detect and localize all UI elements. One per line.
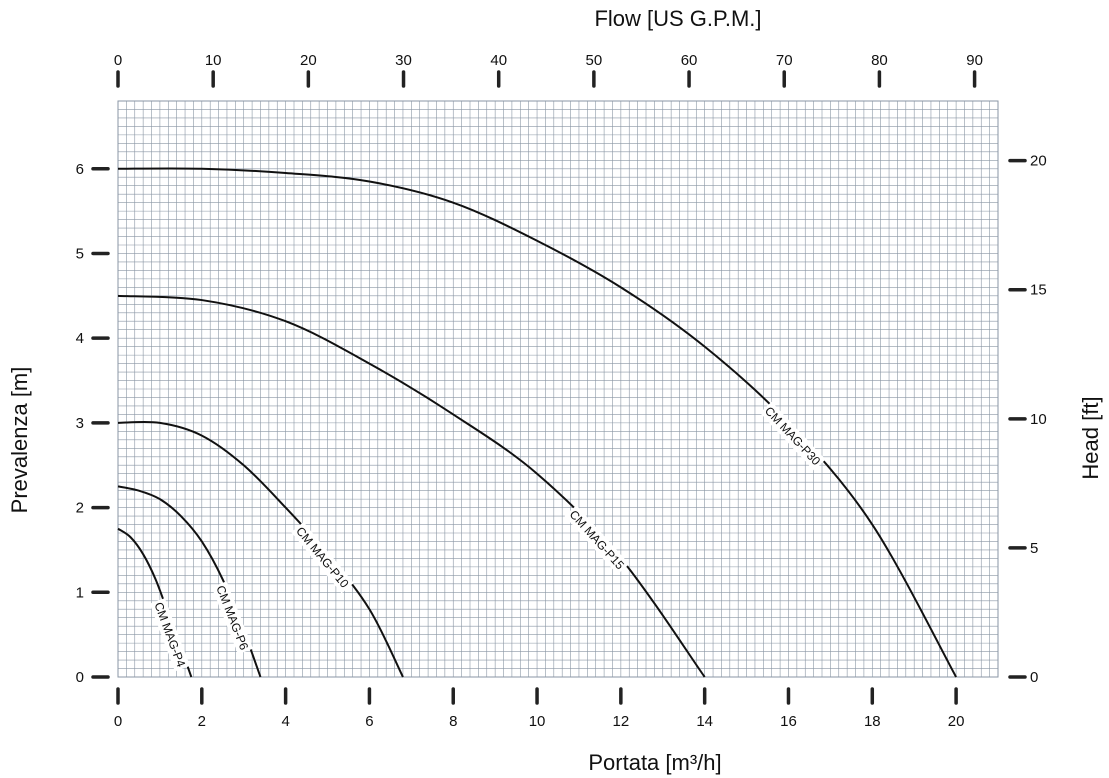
y-left-tick-label: 1: [76, 584, 84, 601]
series-label-background: [564, 505, 630, 575]
y-right-tick-label: 0: [1030, 669, 1038, 686]
series-label: CM MAG-P15: [564, 505, 630, 575]
y-right-axis-title: Head [ft]: [1078, 396, 1103, 479]
y-left-tick-label: 3: [76, 415, 84, 432]
y-right-tick-label: 15: [1030, 282, 1047, 299]
x-top-tick-label: 40: [490, 52, 507, 69]
x-bottom-tick-label: 16: [780, 713, 797, 730]
x-top-axis-title: Flow [US G.P.M.]: [594, 6, 761, 31]
y-right-tick-label: 5: [1030, 540, 1038, 557]
x-top-tick-label: 20: [300, 52, 317, 69]
y-left-axis-title: Prevalenza [m]: [7, 367, 32, 514]
x-bottom-tick-label: 0: [114, 713, 122, 730]
series-label-background: [759, 401, 826, 471]
x-top-tick-label: 30: [395, 52, 412, 69]
ticks: 0 2 4 6 8 10 12 14 16 18 200 10 20 30 40 50 60 70 80 900123…: [76, 52, 1047, 730]
x-top-tick-label: 70: [776, 52, 793, 69]
x-bottom-tick-label: 4: [281, 713, 289, 730]
x-bottom-axis-title: Portata [m³/h]: [588, 750, 721, 775]
x-bottom-tick-label: 6: [365, 713, 373, 730]
x-bottom-tick-label: 20: [948, 713, 965, 730]
x-top-tick-label: 50: [586, 52, 603, 69]
y-left-tick-label: 2: [76, 500, 84, 517]
y-left-tick-label: 4: [76, 330, 84, 347]
series-label-text: CM MAG-P30: [762, 404, 823, 468]
plot-frame: [117, 100, 999, 678]
x-top-tick-label: 80: [871, 52, 888, 69]
x-top-tick-label: 60: [681, 52, 698, 69]
series-label-text: CM MAG-P10: [293, 524, 352, 591]
x-bottom-tick-label: 8: [449, 713, 457, 730]
x-bottom-tick-label: 2: [198, 713, 206, 730]
y-left-tick-label: 6: [76, 161, 84, 178]
y-left-tick-label: 0: [76, 669, 84, 686]
series-label-background: [291, 522, 354, 594]
x-bottom-tick-label: 12: [613, 713, 630, 730]
x-bottom-tick-label: 14: [696, 713, 713, 730]
series-label-text: CM MAG-P15: [567, 507, 628, 572]
y-right-tick-label: 10: [1030, 411, 1047, 428]
x-bottom-tick-label: 18: [864, 713, 881, 730]
series-label: CM MAG-P30: [759, 401, 826, 471]
series-label-background: [211, 581, 253, 655]
series-label-background: [149, 598, 190, 672]
series-line: [117, 167, 957, 678]
x-top-tick-label: 90: [966, 52, 983, 69]
series-line: [117, 420, 404, 678]
y-left-tick-label: 5: [76, 245, 84, 262]
x-top-tick-label: 0: [114, 52, 122, 69]
grid: [118, 101, 998, 677]
y-right-tick-label: 20: [1030, 153, 1047, 170]
x-bottom-tick-label: 10: [529, 713, 546, 730]
x-top-tick-label: 10: [205, 52, 222, 69]
